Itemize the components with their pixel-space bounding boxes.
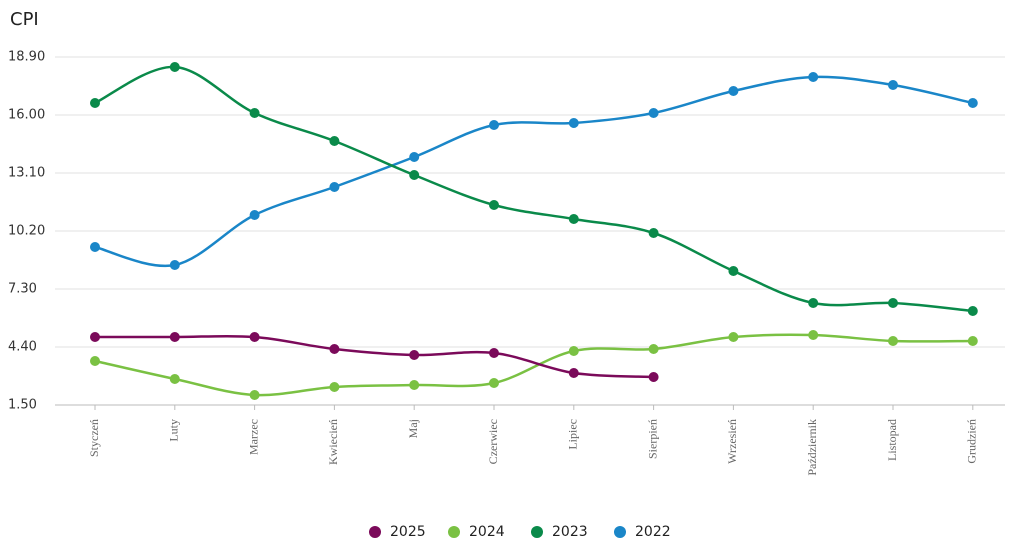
x-tick-label: Maj xyxy=(406,419,420,438)
point xyxy=(648,108,659,118)
point xyxy=(489,378,499,388)
legend-item: 2022 xyxy=(614,524,671,540)
point xyxy=(808,72,819,82)
y-tick-label: 13.10 xyxy=(8,166,45,181)
point xyxy=(329,182,340,192)
legend-label: 2024 xyxy=(469,524,505,540)
y-tick-label: 10.20 xyxy=(8,224,45,239)
x-tick-label: Listopad xyxy=(885,419,899,461)
point xyxy=(489,120,499,130)
legend-marker xyxy=(369,526,381,538)
point xyxy=(90,98,100,108)
point xyxy=(728,86,739,96)
x-tick-label: Styczeń xyxy=(87,419,101,457)
series-line xyxy=(94,334,654,379)
point xyxy=(409,170,420,180)
legend-marker xyxy=(448,526,460,538)
legend-item: 2024 xyxy=(448,524,505,540)
point xyxy=(329,382,340,392)
point xyxy=(169,332,180,342)
point xyxy=(169,260,180,270)
x-tick-label: Luty xyxy=(167,419,181,442)
point xyxy=(568,346,579,356)
legend-label: 2025 xyxy=(390,524,426,540)
point xyxy=(568,368,579,378)
x-tick-label: Kwiecień xyxy=(326,419,340,465)
point xyxy=(489,348,499,358)
point xyxy=(90,242,100,252)
x-tick-label: Wrzesień xyxy=(725,419,739,464)
series-line xyxy=(94,65,973,313)
y-tick-label: 16.00 xyxy=(8,108,45,123)
point xyxy=(648,372,659,382)
x-tick-label: Lipiec xyxy=(566,419,580,450)
x-tick-label: Październik xyxy=(805,419,819,476)
point xyxy=(409,350,420,360)
point xyxy=(888,298,898,308)
legend-marker xyxy=(531,526,543,538)
legend-marker xyxy=(614,526,626,538)
y-tick-label: 1.50 xyxy=(8,398,37,413)
point xyxy=(967,98,978,108)
point xyxy=(329,136,340,146)
y-tick-label: 18.90 xyxy=(8,50,45,65)
series-line xyxy=(94,75,974,268)
point xyxy=(568,118,579,128)
point xyxy=(249,108,260,118)
legend-label: 2022 xyxy=(635,524,671,540)
y-tick-label: 4.40 xyxy=(8,340,37,355)
point xyxy=(967,336,978,346)
series-line xyxy=(94,333,973,397)
point xyxy=(728,332,739,342)
point xyxy=(169,374,180,384)
x-tick-label: Sierpień xyxy=(645,419,659,459)
point xyxy=(329,344,340,354)
legend-label: 2023 xyxy=(552,524,588,540)
point xyxy=(409,152,420,162)
point xyxy=(249,390,260,400)
point xyxy=(808,330,819,340)
chart-title: CPI xyxy=(10,9,39,30)
legend-item: 2025 xyxy=(369,524,426,540)
point xyxy=(648,228,659,238)
point xyxy=(568,214,579,224)
point xyxy=(648,344,659,354)
y-tick-label: 7.30 xyxy=(8,282,37,297)
legend-item: 2023 xyxy=(531,524,588,540)
point xyxy=(489,200,499,210)
point xyxy=(808,298,819,308)
x-tick-label: Czerwiec xyxy=(486,419,500,464)
point xyxy=(249,332,260,342)
point xyxy=(888,80,898,90)
point xyxy=(888,336,898,346)
point xyxy=(90,356,100,366)
point xyxy=(249,210,260,220)
point xyxy=(409,380,420,390)
x-tick-label: Marzec xyxy=(246,419,260,455)
point xyxy=(967,306,978,316)
point xyxy=(169,62,180,72)
point xyxy=(728,266,739,276)
x-tick-label: Grudzień xyxy=(965,419,979,464)
point xyxy=(90,332,100,342)
